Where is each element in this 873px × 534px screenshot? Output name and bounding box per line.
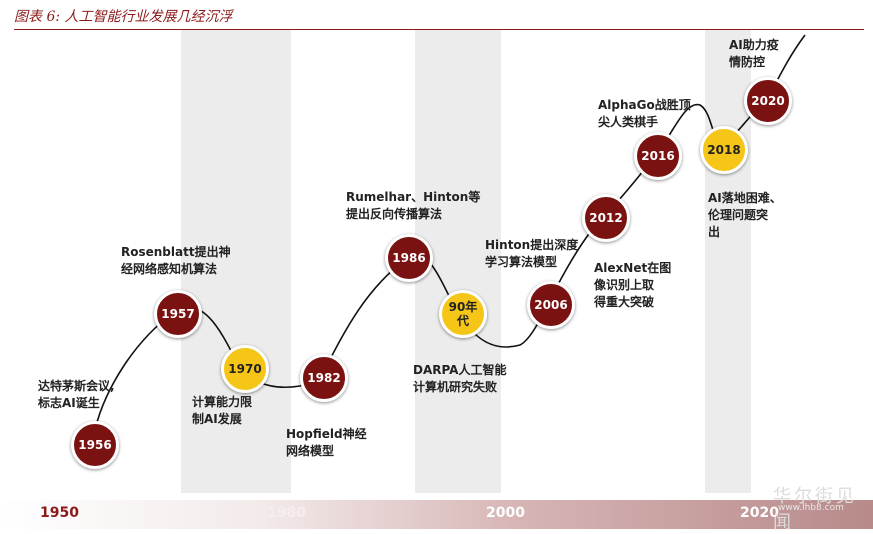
node-2006: 2006: [527, 281, 575, 329]
timeline-label-2020: 2020: [740, 505, 779, 521]
title-divider: [14, 29, 864, 30]
annotation-1957: Rosenblatt提出神 经网络感知机算法: [121, 245, 231, 276]
node-2012: 2012: [582, 194, 630, 242]
annotation-2020: AI助力疫 情防控: [729, 38, 779, 69]
node-2016: 2016: [634, 132, 682, 180]
annotation-1990s: DARPA人工智能 计算机研究失败: [413, 363, 507, 394]
figure-title: 图表 6: 人工智能行业发展几经沉浮: [14, 9, 233, 25]
node-2018: 2018: [700, 126, 748, 174]
node-1956: 1956: [71, 421, 119, 469]
node-1970: 1970: [221, 345, 269, 393]
node-1982: 1982: [300, 354, 348, 402]
node-1990s: 90年 代: [439, 290, 487, 338]
annotation-1986: Rumelhar、Hinton等 提出反向传播算法: [346, 190, 481, 221]
timeline-label-1950: 1950: [40, 505, 79, 521]
node-2020: 2020: [744, 77, 792, 125]
watermark-url: www.lhb8.com: [778, 503, 844, 513]
node-1986: 1986: [385, 234, 433, 282]
era-band-2020s: [705, 30, 751, 493]
node-1957: 1957: [154, 290, 202, 338]
timeline-label-2000: 2000: [486, 505, 525, 521]
annotation-2006: Hinton提出深度 学习算法模型: [485, 238, 579, 269]
watermark-logo: 华尔街见闻: [773, 486, 857, 533]
timeline-label-1980: 1980: [267, 505, 306, 521]
annotation-2016: AlphaGo战胜顶 尖人类棋手: [598, 98, 691, 129]
annotation-2012: AlexNet在图 像识别上取 得重大突破: [594, 261, 672, 309]
era-band-1980s: [181, 30, 291, 493]
annotation-1982: Hopfield神经 网络模型: [286, 427, 367, 458]
timeline-bar: [0, 500, 873, 529]
annotation-1956: 达特茅斯会议, 标志AI诞生: [38, 379, 115, 410]
annotation-1970: 计算能力限 制AI发展: [192, 395, 253, 426]
annotation-2018: AI落地困难、 伦理问题突 出: [708, 191, 782, 239]
